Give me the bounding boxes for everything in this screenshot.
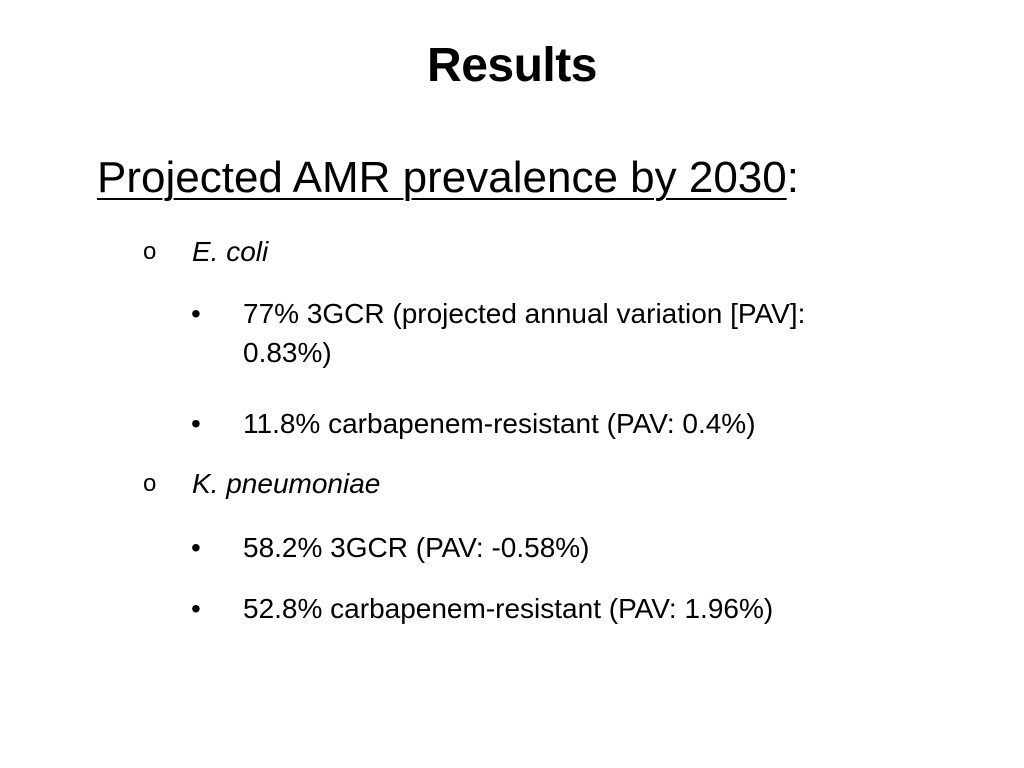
circle-bullet-icon: o	[143, 238, 157, 265]
bullet-icon: •	[191, 593, 201, 624]
slide-title: Results	[427, 39, 597, 92]
list-item-text: 52.8% carbapenem-resistant (PAV: 1.96%)	[243, 593, 774, 624]
list-item-text: 58.2% 3GCR (PAV: -0.58%)	[243, 532, 590, 563]
circle-bullet-icon: o	[143, 470, 157, 497]
list-item-text: 11.8% carbapenem-resistant (PAV: 0.4%)	[243, 408, 756, 439]
organism-label: E. coli	[192, 236, 269, 267]
list-item-text: 77% 3GCR (projected annual variation [PA…	[243, 298, 806, 368]
bullet-icon: •	[191, 298, 201, 329]
subheading-text: Projected AMR prevalence by 2030	[97, 153, 787, 202]
organism-label: K. pneumoniae	[192, 468, 381, 499]
subheading-colon: :	[786, 153, 799, 202]
bullet-icon: •	[191, 408, 201, 439]
bullet-icon: •	[191, 532, 201, 563]
subheading: Projected AMR prevalence by 2030:	[97, 150, 799, 206]
